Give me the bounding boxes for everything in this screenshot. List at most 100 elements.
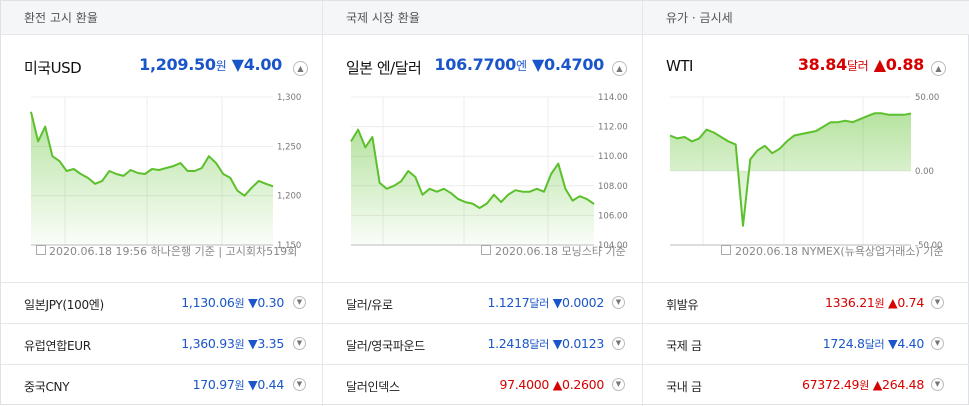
y-tick-label: 1,150: [277, 241, 301, 249]
series-line: [30, 111, 274, 197]
item-value-group: 1.1217달러 ▼0.0002: [487, 295, 604, 311]
list-item[interactable]: 중국CNY 170.97원 ▼0.44 ▼: [1, 365, 322, 406]
list-item[interactable]: 달러/유로 1.1217달러 ▼0.0002 ▼: [323, 283, 642, 324]
item-value: 1.2418: [487, 336, 530, 351]
main-quote-change: ▼0.4700: [532, 55, 604, 74]
collapse-chevron-icon[interactable]: ▲: [931, 61, 946, 76]
item-value-group: 97.4000 ▲0.2600: [499, 377, 604, 392]
item-change: ▼0.44: [248, 377, 284, 392]
item-change: ▼0.30: [248, 295, 284, 310]
item-change: ▲264.48: [872, 377, 925, 392]
y-tick-label: 108.00: [598, 182, 628, 192]
main-quote: WTI 38.84달러 ▲0.88 ▲ 50.000.00-50.0004/01…: [643, 35, 969, 282]
list-item[interactable]: 휘발유 1336.21원 ▲0.74 ▼: [643, 283, 969, 324]
source-text: 2020.06.18 19:56 하나은행 기준 | 고시회차519회: [49, 245, 298, 258]
item-value: 1724.8: [822, 336, 865, 351]
item-value: 1.1217: [487, 295, 530, 310]
chevron-down-icon[interactable]: ▼: [293, 378, 306, 391]
list-item[interactable]: 국제 금 1724.8달러 ▼4.40 ▼: [643, 324, 969, 365]
document-icon: [36, 245, 46, 255]
chevron-down-icon[interactable]: ▼: [293, 337, 306, 350]
quote-list: 달러/유로 1.1217달러 ▼0.0002 ▼ 달러/영국파운드 1.2418…: [323, 282, 642, 406]
item-value: 1,130.06: [181, 295, 235, 310]
chevron-down-icon[interactable]: ▼: [293, 296, 306, 309]
item-name: 국내 금: [666, 380, 702, 394]
y-tick-label: 104.00: [598, 241, 628, 249]
item-value-group: 1.2418달러 ▼0.0123: [487, 336, 604, 352]
list-item[interactable]: 유럽연합EUR 1,360.93원 ▼3.35 ▼: [1, 324, 322, 365]
item-value-group: 1,360.93원 ▼3.35: [181, 336, 284, 352]
y-tick-label: 50.00: [915, 93, 939, 103]
list-item[interactable]: 일본JPY(100엔) 1,130.06원 ▼0.30 ▼: [1, 283, 322, 324]
y-tick-label: 1,250: [277, 142, 301, 152]
item-value-group: 170.97원 ▼0.44: [192, 377, 285, 393]
collapse-chevron-icon[interactable]: ▲: [612, 61, 627, 76]
item-value: 1336.21: [824, 295, 875, 310]
main-quote-value-group: 106.7700엔 ▼0.4700: [434, 55, 604, 74]
series-area: [31, 111, 273, 245]
main-quote-unit: 달러: [846, 59, 869, 73]
y-tick-label: -50.00: [915, 241, 942, 249]
item-unit: 달러: [529, 297, 550, 310]
item-change: ▼0.0002: [552, 295, 605, 310]
main-quote-name[interactable]: 미국USD: [24, 59, 82, 77]
main-quote-change: ▼4.00: [231, 55, 283, 74]
exchange-notice-section: 환전 고시 환율 미국USD 1,209.50원 ▼4.00 ▲ 1,300 1,…: [1, 1, 323, 406]
item-unit: 원: [874, 297, 885, 310]
main-quote-change: ▲0.88: [873, 55, 925, 74]
chevron-down-icon[interactable]: ▼: [612, 337, 625, 350]
item-value: 170.97: [192, 377, 235, 392]
source-text: 2020.06.18 NYMEX(뉴욕상업거래소) 기준: [735, 245, 944, 258]
main-quote-value: 1,209.50: [139, 55, 216, 74]
y-tick-label: 112.00: [598, 123, 628, 133]
item-name: 달러/영국파운드: [346, 339, 425, 353]
section-header[interactable]: 유가 · 금시세: [643, 1, 969, 35]
chevron-down-icon[interactable]: ▼: [931, 296, 944, 309]
main-quote-value: 106.7700: [434, 55, 517, 74]
main-quote: 일본 엔/달러 106.7700엔 ▼0.4700 ▲ 114.00 112.00…: [323, 35, 642, 282]
y-tick-label: 1,300: [277, 93, 301, 103]
item-name: 국제 금: [666, 339, 702, 353]
y-tick-label: 106.00: [598, 211, 628, 221]
chevron-down-icon[interactable]: ▼: [612, 378, 625, 391]
main-quote-name[interactable]: 일본 엔/달러: [346, 59, 422, 77]
y-tick-label: 0.00: [915, 167, 934, 177]
item-value-group: 1,130.06원 ▼0.30: [181, 295, 284, 311]
item-unit: 달러: [529, 338, 550, 351]
item-unit: 원: [234, 379, 245, 392]
chevron-down-icon[interactable]: ▼: [931, 378, 944, 391]
jpy-usd-chart: 114.00112.00110.00108.00106.00104.0004/0…: [350, 93, 628, 249]
item-value: 97.4000: [499, 377, 550, 392]
main-quote-name[interactable]: WTI: [666, 57, 693, 75]
chevron-down-icon[interactable]: ▼: [931, 337, 944, 350]
item-value-group: 1336.21원 ▲0.74: [825, 295, 924, 311]
list-item[interactable]: 달러/영국파운드 1.2418달러 ▼0.0123 ▼: [323, 324, 642, 365]
source-text: 2020.06.18 모닝스타 기준: [495, 245, 626, 258]
oil-gold-section: 유가 · 금시세 WTI 38.84달러 ▲0.88 ▲ 50.00 0.00 -5…: [643, 1, 969, 406]
chevron-down-icon[interactable]: ▼: [612, 296, 625, 309]
item-value-group: 1724.8달러 ▼4.40: [822, 336, 925, 352]
collapse-chevron-icon[interactable]: ▲: [293, 61, 308, 76]
main-quote: 미국USD 1,209.50원 ▼4.00 ▲ 1,300 1,250 1,200 1…: [1, 35, 322, 282]
item-value: 1,360.93: [181, 336, 235, 351]
item-name: 일본JPY(100엔): [24, 298, 104, 312]
section-header[interactable]: 국제 시장 환율: [323, 1, 642, 35]
section-header[interactable]: 환전 고시 환율: [1, 1, 322, 35]
item-unit: 원: [859, 379, 870, 392]
series-line: [350, 128, 595, 209]
item-name: 중국CNY: [24, 380, 70, 394]
item-name: 휘발유: [666, 298, 699, 312]
main-quote-value-group: 1,209.50원 ▼4.00: [139, 55, 282, 74]
list-item[interactable]: 달러인덱스 97.4000 ▲0.2600 ▼: [323, 365, 642, 406]
main-quote-unit: 원: [215, 59, 227, 73]
item-unit: 달러: [864, 338, 885, 351]
series-area: [351, 129, 594, 245]
y-tick-label: 1,200: [277, 192, 301, 202]
item-unit: 원: [234, 297, 245, 310]
quote-list: 휘발유 1336.21원 ▲0.74 ▼ 국제 금 1724.8달러 ▼4.40…: [643, 282, 969, 406]
list-item[interactable]: 국내 금 67372.49원 ▲264.48 ▼: [643, 365, 969, 406]
quote-list: 일본JPY(100엔) 1,130.06원 ▼0.30 ▼ 유럽연합EUR 1,…: [1, 282, 322, 406]
